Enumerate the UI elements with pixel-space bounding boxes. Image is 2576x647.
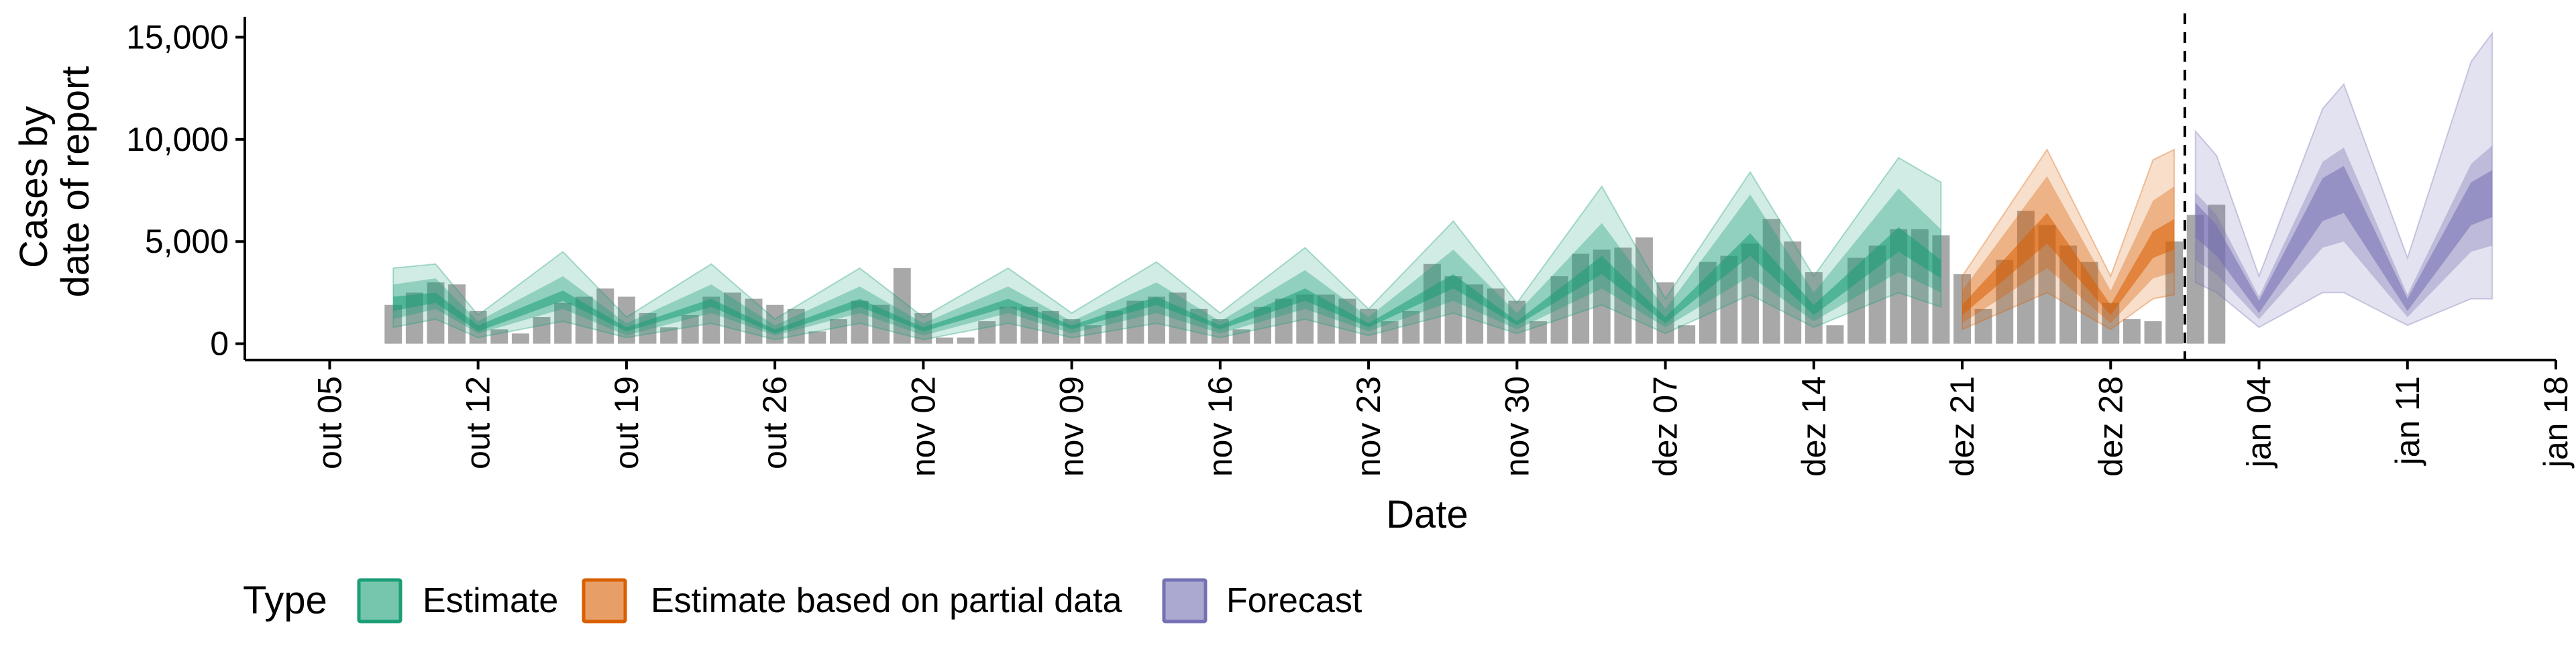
x-tick-label: nov 16 — [1201, 376, 1239, 477]
x-tick-label: jan 04 — [2241, 376, 2278, 469]
legend-title: Type — [243, 579, 327, 622]
reported-cases-bar — [957, 337, 975, 344]
reported-cases-bar — [1762, 219, 1780, 344]
y-tick-label: 0 — [210, 325, 229, 363]
reported-cases-bar — [936, 337, 953, 344]
y-tick-label: 10,000 — [126, 121, 229, 158]
forecast-90-band — [2195, 145, 2493, 319]
reported-cases-bars — [384, 204, 2226, 344]
x-axis-title: Date — [1386, 493, 1468, 536]
x-tick-label: nov 23 — [1350, 376, 1387, 477]
x-tick-label: nov 02 — [904, 376, 942, 477]
reported-cases-bar — [1084, 325, 1102, 344]
y-tick-label: 5,000 — [145, 223, 229, 260]
reported-cases-bar — [533, 317, 551, 344]
x-tick-label: nov 30 — [1498, 376, 1536, 477]
reported-cases-bar — [1678, 325, 1696, 344]
reported-cases-bar — [1402, 310, 1420, 344]
y-axis-title: Cases by date of report — [12, 66, 97, 298]
reported-cases-bar — [1635, 237, 1653, 344]
reported-cases-bar — [1932, 235, 1950, 344]
x-tick-label: out 19 — [608, 376, 645, 469]
reported-cases-bar — [490, 329, 508, 344]
legend-label-forecast: Forecast — [1226, 581, 1362, 620]
reported-cases-bar — [999, 306, 1017, 344]
x-tick-label: dez 28 — [2092, 376, 2129, 477]
reported-cases-bar — [1338, 298, 1356, 344]
x-tick-label: out 12 — [460, 376, 497, 469]
reported-cases-bar — [1529, 321, 1547, 344]
x-axis-ticks: out 05 out 12 out 19 out 26 nov 02 nov 09 nov … — [311, 360, 2575, 477]
reported-cases-bar — [427, 282, 445, 344]
y-axis-title-line-1: Cases by — [12, 106, 56, 268]
reported-cases-bar — [554, 302, 572, 344]
reported-cases-bar — [681, 314, 699, 344]
reported-cases-bar — [2144, 321, 2162, 344]
reported-cases-bar — [1169, 292, 1187, 344]
reported-cases-bar — [660, 327, 678, 344]
reported-cases-bar — [978, 321, 996, 344]
reported-cases-bar — [639, 312, 657, 344]
x-tick-label: dez 14 — [1795, 376, 1833, 477]
estimate-based-on-partial-data-50-band — [1962, 213, 2175, 315]
reported-cases-bar — [893, 268, 911, 344]
reported-cases-bar — [511, 333, 529, 344]
reported-cases-bar — [808, 331, 826, 344]
x-tick-label: dez 07 — [1647, 376, 1684, 477]
x-tick-label: dez 21 — [1943, 376, 1981, 477]
reported-cases-bar — [1614, 247, 1632, 344]
reported-cases-bar — [617, 296, 635, 344]
x-tick-label: jan 18 — [2537, 376, 2575, 469]
legend-key-estimate-based-on-partial-data — [582, 578, 627, 624]
legend: Type Estimate Estimate based on partial d… — [243, 578, 1362, 624]
estimate-bands — [392, 31, 2493, 341]
legend-label-estimate: Estimate — [423, 581, 558, 620]
y-axis-ticks: 0 5,000 10,000 15,000 — [126, 18, 245, 363]
reported-cases-bar — [2123, 319, 2141, 344]
reported-cases-bar — [1826, 325, 1844, 344]
y-tick-label: 15,000 — [126, 18, 229, 56]
reported-cases-bar — [1423, 263, 1441, 344]
reported-cases-bar — [2165, 241, 2184, 344]
reported-cases-bar — [1381, 321, 1399, 344]
y-axis-title-line-2: date of report — [54, 66, 97, 298]
legend-label-estimate-based-on-partial-data: Estimate based on partial data — [651, 581, 1122, 620]
reported-cases-bar — [1974, 308, 1992, 344]
x-tick-label: jan 11 — [2389, 376, 2426, 467]
reported-cases-bar — [384, 304, 402, 344]
x-tick-label: nov 09 — [1053, 376, 1091, 477]
legend-key-forecast — [1162, 578, 1208, 624]
reported-cases-bar — [1232, 329, 1250, 344]
reported-cases-bar — [766, 304, 784, 344]
x-tick-label: out 05 — [311, 376, 348, 469]
reported-cases-bar — [829, 319, 847, 344]
forecast-50-band — [2195, 166, 2493, 313]
estimate-based-on-partial-data-outer-band — [1962, 148, 2176, 331]
legend-key-estimate — [357, 578, 402, 624]
x-tick-label: out 26 — [756, 376, 794, 469]
